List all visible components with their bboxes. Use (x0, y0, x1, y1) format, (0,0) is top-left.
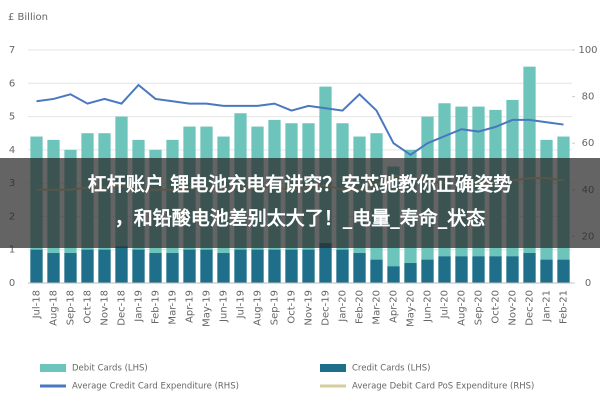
bar (30, 249, 43, 283)
y-tick-label: 5 (9, 112, 15, 123)
x-tick-label: Jun-20 (423, 290, 434, 323)
y2-tick-label: 80 (582, 92, 595, 103)
bar (438, 256, 451, 283)
bar (285, 249, 298, 283)
bar (523, 253, 536, 283)
x-tick-label: May-19 (202, 290, 213, 327)
x-tick-label: Oct-18 (83, 290, 94, 324)
x-tick-label: Jul-18 (32, 290, 43, 319)
y-tick-label: 0 (9, 278, 15, 289)
bar (472, 256, 485, 283)
legend-label: Average Debit Card PoS Expenditure (RHS) (352, 382, 534, 392)
bar (115, 246, 128, 283)
bar (217, 253, 230, 283)
y2-tick-label: 0 (585, 278, 591, 289)
x-tick-label: Mar-20 (372, 290, 383, 325)
x-tick-label: Dec-20 (525, 290, 536, 326)
x-tick-label: Jun-19 (219, 290, 230, 323)
bar (319, 243, 332, 283)
x-tick-label: May-20 (406, 290, 417, 327)
bar (98, 249, 111, 283)
banner-background (0, 158, 600, 248)
bar (404, 263, 417, 283)
bar (251, 249, 264, 283)
bar (183, 249, 196, 283)
bar (353, 253, 366, 283)
line (36, 83, 564, 157)
x-tick-label: Nov-19 (304, 290, 315, 326)
y-tick-label: 6 (9, 78, 15, 89)
legend-label: Debit Cards (LHS) (72, 364, 148, 374)
banner-text: 杠杆账户 锂电池充电有讲究？安芯驰教你正确姿势 (88, 173, 513, 196)
x-tick-label: Nov-18 (100, 290, 111, 326)
x-tick-label: Feb-21 (559, 290, 570, 324)
x-tick-label: Jan-21 (542, 290, 553, 323)
bar (200, 249, 213, 283)
bar (557, 259, 570, 283)
y-tick-label: 4 (9, 145, 15, 156)
y-tick-label: 1 (9, 245, 15, 256)
x-tick-label: Oct-19 (287, 290, 298, 324)
x-tick-label: Sep-20 (474, 290, 485, 325)
bar (540, 259, 553, 283)
x-tick-label: Aug-19 (253, 290, 264, 326)
bar (149, 253, 162, 283)
x-tick-label: Nov-20 (508, 290, 519, 326)
bar (81, 249, 94, 283)
x-tick-label: Jul-20 (440, 290, 451, 319)
bar (370, 259, 383, 283)
y-tick-label: 7 (9, 45, 15, 56)
bar (506, 256, 519, 283)
y2-tick-label: 100 (578, 45, 597, 56)
legend-swatch (40, 364, 66, 372)
x-tick-label: Aug-20 (457, 290, 468, 326)
x-tick-label: Jan-19 (134, 290, 145, 323)
x-tick-label: Aug-18 (49, 290, 60, 326)
x-tick-label: Apr-20 (389, 290, 400, 323)
x-tick-label: Apr-19 (185, 290, 196, 323)
bar (336, 249, 349, 283)
x-tick-label: Jul-19 (236, 290, 247, 319)
bar (302, 249, 315, 283)
x-tick-label: Oct-20 (491, 290, 502, 324)
bar (166, 253, 179, 283)
banner-text: ，和铅酸电池差别太大了！_电量_寿命_状态 (115, 207, 486, 230)
x-tick-label: Mar-19 (168, 290, 179, 325)
legend-swatch (320, 364, 346, 372)
bar (64, 253, 77, 283)
bar (387, 266, 400, 283)
x-tick-label: Feb-20 (355, 290, 366, 324)
y-axis-label: £ Billion (8, 12, 48, 23)
x-tick-label: Dec-19 (321, 290, 332, 326)
bar (47, 253, 60, 283)
x-tick-label: Sep-19 (270, 290, 281, 325)
x-tick-label: Jan-20 (338, 290, 349, 323)
bar (268, 249, 281, 283)
x-tick-label: Sep-18 (66, 290, 77, 325)
bar (489, 256, 502, 283)
x-tick-label: Feb-19 (151, 290, 162, 324)
x-tick-label: Dec-18 (117, 290, 128, 326)
bar (455, 256, 468, 283)
bar (132, 249, 145, 283)
legend-label: Average Credit Card Expenditure (RHS) (72, 382, 239, 392)
bar (234, 249, 247, 283)
legend-label: Credit Cards (LHS) (352, 364, 430, 374)
banner: 杠杆账户 锂电池充电有讲究？安芯驰教你正确姿势 ，和铅酸电池差别太大了！_电量_寿… (0, 158, 600, 248)
y2-tick-label: 60 (582, 138, 595, 149)
bar (421, 259, 434, 283)
